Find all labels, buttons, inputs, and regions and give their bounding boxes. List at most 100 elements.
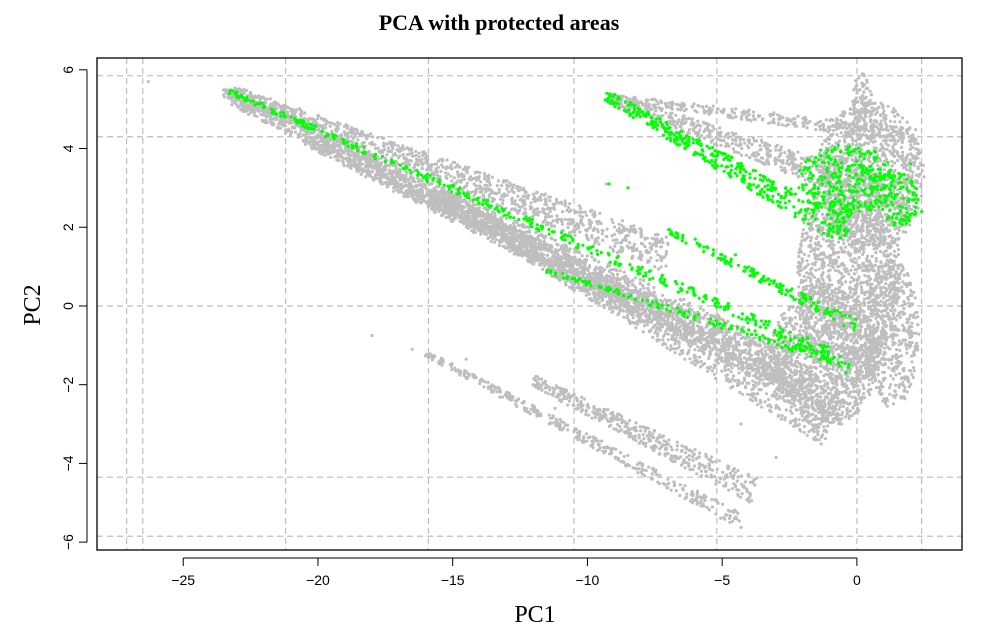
point-s0-b3 xyxy=(805,433,809,437)
point-s0-b0 xyxy=(510,196,514,200)
point-s0-b0 xyxy=(364,136,369,141)
point-s0-b2 xyxy=(615,278,619,282)
point-s0-b3 xyxy=(710,336,714,340)
point-s0-b0 xyxy=(501,201,505,206)
point-s0-b0 xyxy=(634,230,638,234)
point-s0-b2 xyxy=(421,198,425,202)
point-s0-b3 xyxy=(695,358,699,363)
point-s0-b3 xyxy=(541,267,545,271)
point-s0-b2 xyxy=(710,348,714,352)
point-s0-b3 xyxy=(600,299,604,303)
point-s0-b3 xyxy=(703,338,707,342)
point-s0-b1 xyxy=(528,229,532,233)
point-s0-b3 xyxy=(460,199,464,203)
point-s0-b0 xyxy=(548,210,552,214)
point-s0-b0 xyxy=(653,240,658,244)
point-s0-b1 xyxy=(255,108,259,112)
point-s0-b1 xyxy=(698,306,703,310)
point-s0-b3 xyxy=(577,282,581,287)
point-s0-b2 xyxy=(404,176,408,180)
point-s0-b1 xyxy=(271,117,276,121)
point-s0-b0 xyxy=(245,88,249,92)
point-s0-b0 xyxy=(622,238,627,242)
point-s0-b3 xyxy=(726,359,730,363)
point-s0-b0 xyxy=(339,133,343,137)
point-s0-b1 xyxy=(733,332,737,336)
point-s0-b2 xyxy=(761,357,765,361)
point-s0-b0 xyxy=(389,140,393,144)
point-s0-b2 xyxy=(378,177,382,181)
point-s0-b0 xyxy=(573,230,577,234)
point-s0-b2 xyxy=(318,139,322,143)
point-s0-b2 xyxy=(651,293,655,298)
point-s0-b0 xyxy=(430,163,434,167)
point-s0-b0 xyxy=(566,205,571,210)
point-s0-b1 xyxy=(493,211,497,215)
point-s0-b0 xyxy=(493,191,498,195)
point-s0-b1 xyxy=(562,243,566,247)
point-s0-b0 xyxy=(445,158,449,162)
point-s0-b3 xyxy=(737,371,741,375)
point-s0-b0 xyxy=(501,198,505,202)
point-s0-b3 xyxy=(755,358,759,362)
point-s0-b3 xyxy=(678,328,682,332)
point-s0-b3 xyxy=(689,326,693,330)
point-s0-b2 xyxy=(412,189,416,193)
point-s0-b3 xyxy=(515,229,519,233)
point-s0-b0 xyxy=(620,223,624,227)
point-s0-b3 xyxy=(484,215,488,219)
point-s0-b2 xyxy=(694,342,698,346)
point-s0-b0 xyxy=(406,153,410,157)
point-s0-b0 xyxy=(656,253,660,257)
point-s0-b3 xyxy=(470,211,474,215)
point-s0-b0 xyxy=(311,120,315,125)
point-s0-b0 xyxy=(324,126,328,130)
point-s0-b0 xyxy=(435,173,439,177)
point-s0-b3 xyxy=(546,253,550,257)
point-s0-b0 xyxy=(489,188,493,192)
point-s0-b1 xyxy=(688,301,692,305)
point-s0-b0 xyxy=(550,224,554,228)
point-s0-b0 xyxy=(458,165,462,169)
point-s0-b3 xyxy=(765,392,769,396)
point-s0-b0 xyxy=(355,129,359,133)
point-s0-b0 xyxy=(577,210,581,214)
point-s0-b0 xyxy=(664,250,669,254)
point-s0-b0 xyxy=(483,174,487,178)
point-s0-b3 xyxy=(823,437,828,441)
point-s0-b0 xyxy=(617,250,621,254)
point-s0-b2 xyxy=(835,383,839,387)
point-s0-b0 xyxy=(501,192,506,197)
point-s0-b3 xyxy=(529,242,533,246)
point-s0-b1 xyxy=(245,109,249,113)
point-s0-b3 xyxy=(567,268,572,272)
point-s0-b0 xyxy=(601,238,605,242)
point-s0-b1 xyxy=(618,269,622,273)
point-s0-b1 xyxy=(246,103,250,107)
point-s0-b2 xyxy=(374,161,378,165)
point-s0-b0 xyxy=(589,208,594,212)
point-s0-b0 xyxy=(521,199,525,203)
point-s0-b0 xyxy=(316,114,320,118)
point-s0-b0 xyxy=(523,191,528,195)
point-s0-b1 xyxy=(542,240,546,244)
point-s0-b2 xyxy=(392,170,396,174)
point-s0-b1 xyxy=(626,277,630,281)
point-s0-b0 xyxy=(321,124,325,128)
point-s0-b2 xyxy=(446,211,450,215)
point-s0-b2 xyxy=(349,166,353,170)
point-s0-b3 xyxy=(685,352,690,356)
point-s0-b2 xyxy=(326,152,330,156)
point-s0-b0 xyxy=(538,210,542,214)
point-s0-b0 xyxy=(490,175,494,179)
point-s0-b0 xyxy=(370,140,374,144)
point-s0-b0 xyxy=(382,144,386,149)
point-s0-b0 xyxy=(449,174,453,178)
point-s0-b1 xyxy=(281,124,285,128)
point-s0-b0 xyxy=(648,241,652,246)
point-s0-b3 xyxy=(630,298,634,302)
point-s0-b3 xyxy=(681,351,685,355)
point-s0-b2 xyxy=(401,173,405,177)
point-s0-b2 xyxy=(371,169,375,174)
point-s0-b0 xyxy=(654,244,658,248)
